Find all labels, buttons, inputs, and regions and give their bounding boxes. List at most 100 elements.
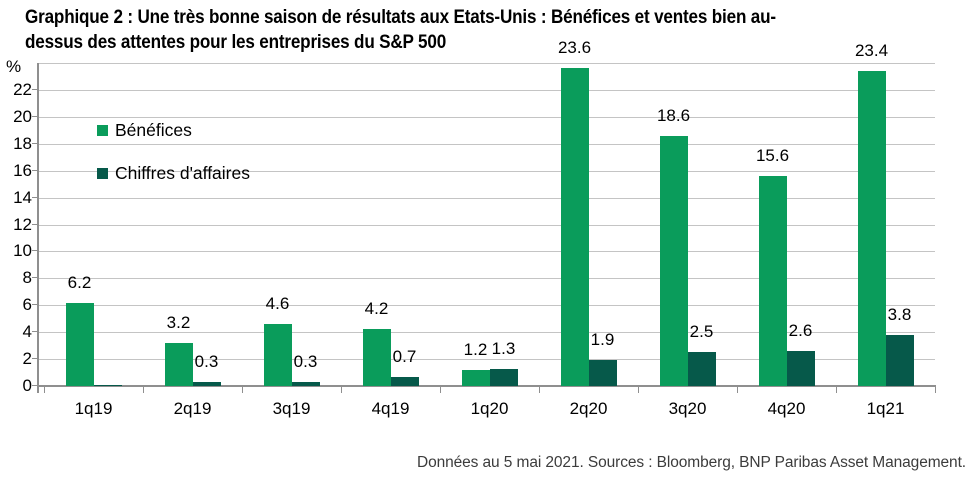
bar-value-label: 0.3 bbox=[194, 351, 219, 371]
y-axis-line bbox=[37, 63, 39, 393]
x-tick-mark bbox=[737, 386, 738, 393]
x-tick-label: 2q19 bbox=[173, 399, 212, 418]
gridline bbox=[38, 305, 935, 307]
bar-chiffres-affaires-1q21 bbox=[885, 334, 914, 386]
y-tick-label: 14 bbox=[13, 187, 32, 207]
x-axis-line bbox=[37, 385, 936, 387]
bar-benefices-3q20 bbox=[659, 135, 688, 386]
x-tick-mark bbox=[440, 386, 441, 393]
bar-chiffres-affaires-3q20 bbox=[687, 352, 716, 386]
x-tick-label: 3q19 bbox=[272, 399, 311, 418]
legend-label-chiffres-affaires: Chiffres d'affaires bbox=[115, 162, 250, 183]
x-tick-mark bbox=[935, 386, 936, 393]
benefices-swatch-icon bbox=[97, 124, 108, 136]
gridline bbox=[38, 332, 935, 334]
y-tick-mark bbox=[32, 385, 38, 386]
y-tick-mark bbox=[32, 250, 38, 252]
gridline bbox=[38, 251, 935, 253]
bar-chiffres-affaires-3q19 bbox=[291, 381, 320, 386]
y-axis-unit-label: % bbox=[6, 57, 22, 76]
x-tick-label: 2q20 bbox=[569, 399, 608, 418]
y-tick-label: 8 bbox=[22, 268, 32, 288]
bar-value-label: 2.5 bbox=[689, 322, 714, 342]
x-tick-mark bbox=[242, 386, 243, 393]
legend-item-chiffres-affaires: Chiffres d'affaires bbox=[97, 162, 250, 183]
bar-benefices-2q20 bbox=[560, 68, 589, 386]
legend-label-benefices: Bénéfices bbox=[115, 119, 192, 140]
x-tick-mark bbox=[539, 386, 540, 393]
y-tick-label: 12 bbox=[13, 214, 32, 234]
bar-value-label: 3.2 bbox=[166, 312, 191, 332]
chart-title-line-2: dessus des attentes pour les entreprises… bbox=[25, 32, 447, 53]
x-tick-mark bbox=[836, 386, 837, 393]
x-tick-label: 1q21 bbox=[866, 399, 905, 418]
y-tick-label: 6 bbox=[22, 295, 32, 315]
bar-value-label: 23.4 bbox=[854, 41, 889, 61]
chart-legend: Bénéfices Chiffres d'affaires bbox=[97, 119, 250, 207]
x-tick-mark bbox=[341, 386, 342, 393]
bar-value-label: 15.6 bbox=[755, 146, 790, 166]
x-tick-label: 1q20 bbox=[470, 399, 509, 418]
bar-benefices-1q21 bbox=[857, 71, 886, 386]
x-tick-mark bbox=[44, 386, 45, 393]
bar-value-label: 0.7 bbox=[392, 346, 417, 366]
x-tick-label: 1q19 bbox=[74, 399, 113, 418]
y-tick-mark bbox=[32, 223, 38, 225]
gridline bbox=[38, 116, 935, 118]
y-tick-mark bbox=[32, 304, 38, 306]
bar-value-label: 1.3 bbox=[491, 338, 516, 358]
y-tick-label: 22 bbox=[13, 79, 32, 99]
y-tick-mark bbox=[32, 88, 38, 90]
gridline bbox=[38, 278, 935, 280]
y-tick-label: 4 bbox=[22, 322, 32, 342]
gridline bbox=[38, 359, 935, 361]
bar-benefices-1q19 bbox=[65, 302, 94, 386]
source-note: Données au 5 mai 2021. Sources : Bloombe… bbox=[416, 454, 966, 471]
bar-chiffres-affaires-2q19 bbox=[192, 381, 221, 386]
y-tick-mark bbox=[32, 169, 38, 171]
bar-benefices-3q19 bbox=[263, 324, 292, 386]
y-tick-label: 10 bbox=[13, 241, 32, 261]
y-tick-mark bbox=[32, 331, 38, 333]
bar-benefices-4q20 bbox=[758, 176, 787, 386]
bar-chiffres-affaires-4q19 bbox=[390, 376, 419, 386]
y-tick-mark bbox=[32, 115, 38, 117]
y-tick-mark bbox=[32, 277, 38, 279]
gridline bbox=[38, 224, 935, 226]
x-tick-mark bbox=[143, 386, 144, 393]
bar-value-label: 2.6 bbox=[788, 321, 813, 340]
x-tick-label: 3q20 bbox=[668, 399, 707, 418]
chart-title-line-1: Graphique 2 : Une très bonne saison de r… bbox=[25, 7, 776, 28]
bar-value-label: 4.6 bbox=[265, 294, 290, 314]
bar-chiffres-affaires-4q20 bbox=[786, 351, 815, 386]
y-tick-label: 20 bbox=[13, 106, 32, 126]
bar-chiffres-affaires-1q20 bbox=[489, 368, 518, 386]
legend-item-benefices: Bénéfices bbox=[97, 119, 250, 140]
y-tick-mark bbox=[32, 358, 38, 360]
bar-value-label: 1.2 bbox=[463, 339, 488, 359]
chart-title: Graphique 2 : Une très bonne saison de r… bbox=[25, 5, 859, 55]
y-tick-label: 16 bbox=[13, 160, 32, 180]
chiffres-affaires-swatch-icon bbox=[97, 167, 108, 179]
y-tick-mark bbox=[32, 196, 38, 198]
bar-value-label: 3.8 bbox=[887, 304, 912, 324]
bar-value-label: 0.3 bbox=[293, 351, 318, 371]
gridline bbox=[38, 63, 935, 64]
bar-chiffres-affaires-2q20 bbox=[588, 360, 617, 386]
bar-chiffres-affaires-1q19 bbox=[93, 384, 122, 386]
bar-value-label: 4.2 bbox=[364, 299, 389, 319]
y-tick-label: 0 bbox=[22, 376, 32, 395]
gridline bbox=[38, 89, 935, 91]
bar-benefices-1q20 bbox=[461, 369, 490, 386]
bar-value-label: 1.9 bbox=[590, 330, 615, 350]
bar-value-label: 6.2 bbox=[67, 272, 92, 292]
x-tick-label: 4q20 bbox=[767, 399, 806, 418]
y-tick-label: 18 bbox=[13, 133, 32, 153]
bar-value-label: 23.6 bbox=[557, 38, 592, 58]
y-tick-label: 2 bbox=[22, 349, 32, 369]
x-tick-mark bbox=[638, 386, 639, 393]
gridline bbox=[38, 143, 935, 145]
y-tick-mark bbox=[32, 142, 38, 144]
